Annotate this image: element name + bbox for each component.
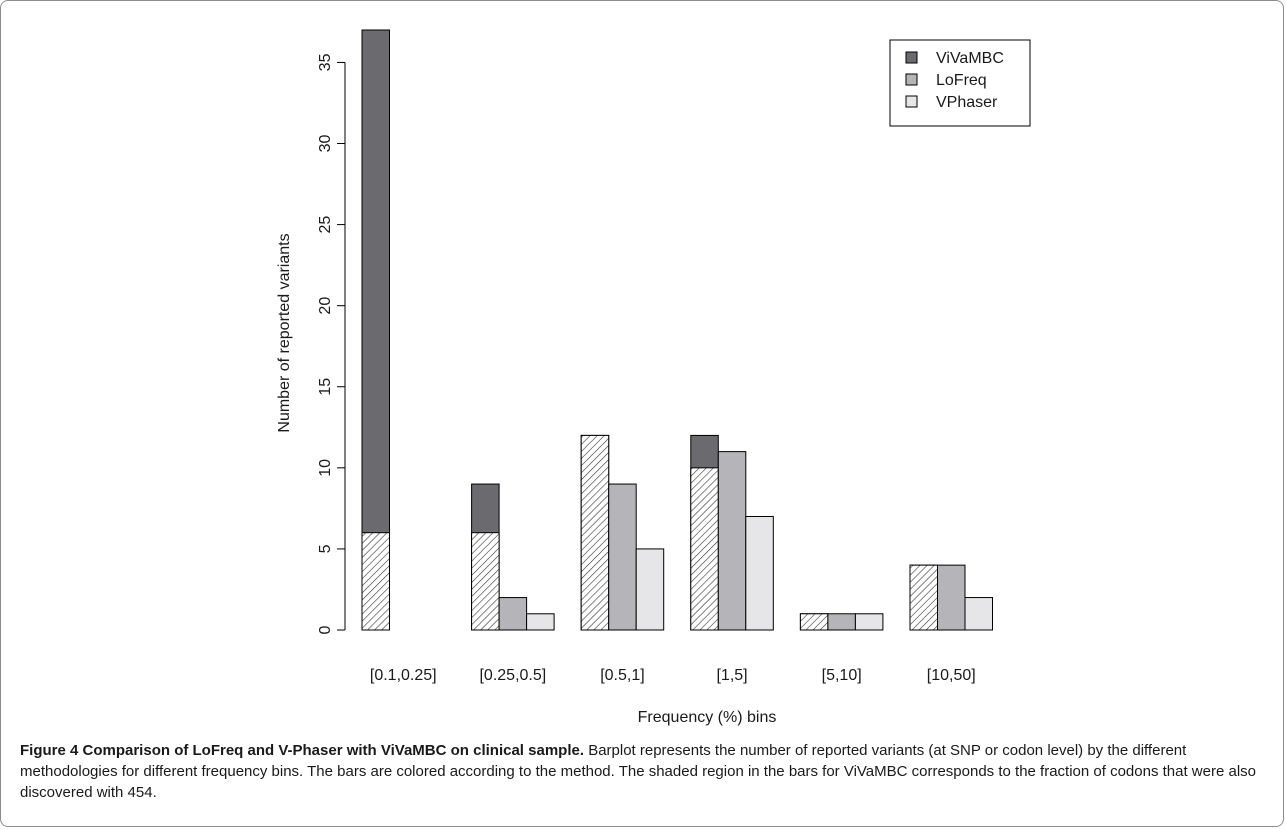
bar-vivambc [361, 29, 390, 631]
legend-label-lofreq: LoFreq [936, 72, 987, 89]
y-tick-label: 5 [317, 544, 334, 553]
caption-text: Barplot represents the number of reporte… [20, 742, 1256, 801]
bar-chart: 0 5 10 15 20 25 30 35 [0.1,0.25] [0.25,0.5] [0.5,… [276, 29, 1031, 726]
y-tick-label: 35 [317, 53, 334, 71]
bar-vphaser [745, 515, 774, 631]
x-tick-label: [0.5,1] [600, 667, 644, 684]
y-tick-label: 30 [317, 135, 334, 153]
y-tick-label: 20 [317, 297, 334, 315]
bar-vphaser [854, 613, 884, 631]
legend-swatch-vivambc [905, 51, 918, 64]
bar-lofreq [608, 483, 637, 631]
bar-shaded-portion [799, 613, 829, 631]
bar-vphaser [635, 548, 665, 631]
y-tick-label: 0 [317, 625, 334, 634]
x-tick-label: [1,5] [716, 667, 747, 684]
bar-shaded-portion [361, 532, 390, 631]
legend: ViVaMBC LoFreq VPhaser [889, 39, 1031, 127]
bar-vphaser [526, 613, 555, 631]
x-tick-label: [0.1,0.25] [370, 667, 437, 684]
bar-shaded-portion [580, 434, 610, 631]
legend-label-vivambc: ViVaMBC [936, 50, 1004, 67]
bar-shaded-portion [909, 564, 938, 631]
y-tick-label: 15 [317, 378, 334, 396]
x-tick-label: [5,10] [822, 667, 862, 684]
x-axis-tick-labels: [0.1,0.25] [0.25,0.5] [0.5,1] [1,5] [5,10] [1… [370, 667, 976, 684]
bar-lofreq [498, 597, 528, 631]
bar-shaded-portion [471, 532, 500, 631]
bar-shaded-portion [690, 467, 719, 631]
y-axis-ticks: 0 5 10 15 20 25 30 35 [317, 53, 345, 634]
x-tick-label: [10,50] [927, 667, 976, 684]
y-tick-label: 25 [317, 216, 334, 234]
bar-lofreq [717, 451, 747, 631]
y-tick-label: 10 [317, 459, 334, 477]
bar-vphaser [964, 597, 993, 631]
x-tick-label: [0.25,0.5] [479, 667, 546, 684]
caption-title: Figure 4 Comparison of LoFreq and V-Phas… [20, 742, 585, 759]
legend-swatch-lofreq [905, 73, 918, 86]
bars [361, 29, 993, 631]
legend-label-vphaser: VPhaser [936, 94, 998, 111]
bar-lofreq [937, 564, 966, 631]
legend-swatch-vphaser [905, 95, 918, 108]
y-axis-label: Number of reported variants [276, 233, 293, 432]
bar-lofreq [827, 613, 856, 631]
figure-caption: Figure 4 Comparison of LoFreq and V-Phas… [20, 740, 1265, 803]
x-axis-label: Frequency (%) bins [638, 709, 777, 726]
